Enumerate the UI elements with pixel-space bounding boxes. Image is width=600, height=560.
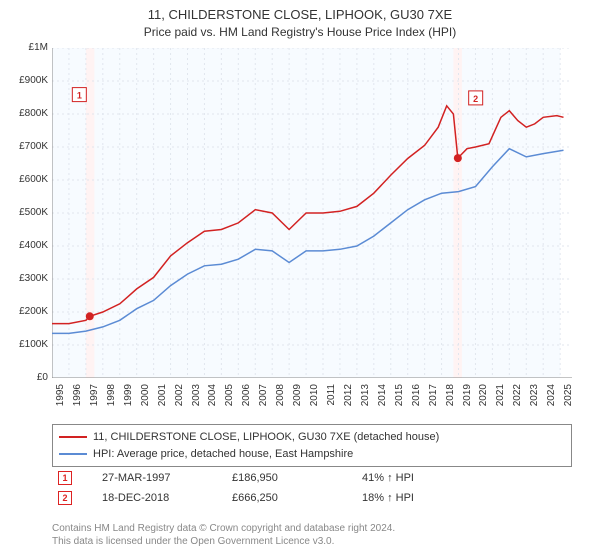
x-tick-label: 2007 [258,384,269,412]
x-tick-label: 2008 [275,384,286,412]
marker-delta: 18% ↑ HPI [362,492,462,504]
x-tick-label: 2016 [411,384,422,412]
x-tick-label: 2006 [241,384,252,412]
y-tick-label: £500K [6,207,48,218]
marker-number-box: 1 [58,471,72,485]
x-tick-label: 2021 [495,384,506,412]
line-chart: 12 [52,48,572,378]
x-tick-label: 1995 [55,384,66,412]
x-tick-label: 2010 [309,384,320,412]
y-tick-label: £800K [6,108,48,119]
svg-text:2: 2 [473,94,478,104]
y-tick-label: £900K [6,75,48,86]
x-tick-label: 2009 [292,384,303,412]
chart-area: 12 [52,48,572,378]
x-tick-label: 2013 [360,384,371,412]
x-tick-label: 2020 [478,384,489,412]
x-tick-label: 2003 [191,384,202,412]
marker-row: 2 18-DEC-2018 £666,250 18% ↑ HPI [52,488,572,508]
marker-delta: 41% ↑ HPI [362,472,462,484]
legend-swatch [59,436,87,438]
x-tick-label: 2024 [546,384,557,412]
y-tick-label: £1M [6,42,48,53]
x-tick-label: 1997 [89,384,100,412]
x-tick-label: 2001 [157,384,168,412]
x-tick-label: 2014 [377,384,388,412]
footer-notice: Contains HM Land Registry data © Crown c… [52,522,572,548]
marker-table: 1 27-MAR-1997 £186,950 41% ↑ HPI 2 18-DEC-201… [52,468,572,508]
legend-label: HPI: Average price, detached house, East… [93,446,353,463]
x-tick-label: 2005 [224,384,235,412]
x-tick-label: 2023 [529,384,540,412]
svg-text:1: 1 [77,91,82,101]
x-tick-label: 1998 [106,384,117,412]
legend-swatch [59,453,87,455]
marker-price: £186,950 [232,472,332,484]
x-tick-label: 2000 [140,384,151,412]
y-tick-label: £200K [6,306,48,317]
legend-row: 11, CHILDERSTONE CLOSE, LIPHOOK, GU30 7X… [59,429,565,446]
x-tick-label: 1999 [123,384,134,412]
x-tick-label: 2017 [428,384,439,412]
marker-row: 1 27-MAR-1997 £186,950 41% ↑ HPI [52,468,572,488]
y-tick-label: £700K [6,141,48,152]
x-tick-label: 2002 [174,384,185,412]
chart-title: 11, CHILDERSTONE CLOSE, LIPHOOK, GU30 7X… [0,0,600,24]
x-tick-label: 2012 [343,384,354,412]
x-tick-label: 2018 [445,384,456,412]
marker-price: £666,250 [232,492,332,504]
chart-subtitle: Price paid vs. HM Land Registry's House … [0,24,600,39]
legend-row: HPI: Average price, detached house, East… [59,446,565,463]
y-tick-label: £400K [6,240,48,251]
y-tick-label: £100K [6,339,48,350]
marker-date: 18-DEC-2018 [102,492,202,504]
legend-label: 11, CHILDERSTONE CLOSE, LIPHOOK, GU30 7X… [93,429,439,446]
y-tick-label: £600K [6,174,48,185]
x-tick-label: 2025 [563,384,574,412]
footer-line-1: Contains HM Land Registry data © Crown c… [52,522,572,535]
x-tick-label: 1996 [72,384,83,412]
x-tick-label: 2022 [512,384,523,412]
y-tick-label: £0 [6,372,48,383]
footer-line-2: This data is licensed under the Open Gov… [52,535,572,548]
y-tick-label: £300K [6,273,48,284]
x-tick-label: 2011 [326,384,337,412]
x-tick-label: 2019 [462,384,473,412]
x-tick-label: 2004 [207,384,218,412]
legend: 11, CHILDERSTONE CLOSE, LIPHOOK, GU30 7X… [52,424,572,467]
marker-date: 27-MAR-1997 [102,472,202,484]
marker-number-box: 2 [58,491,72,505]
x-tick-label: 2015 [394,384,405,412]
